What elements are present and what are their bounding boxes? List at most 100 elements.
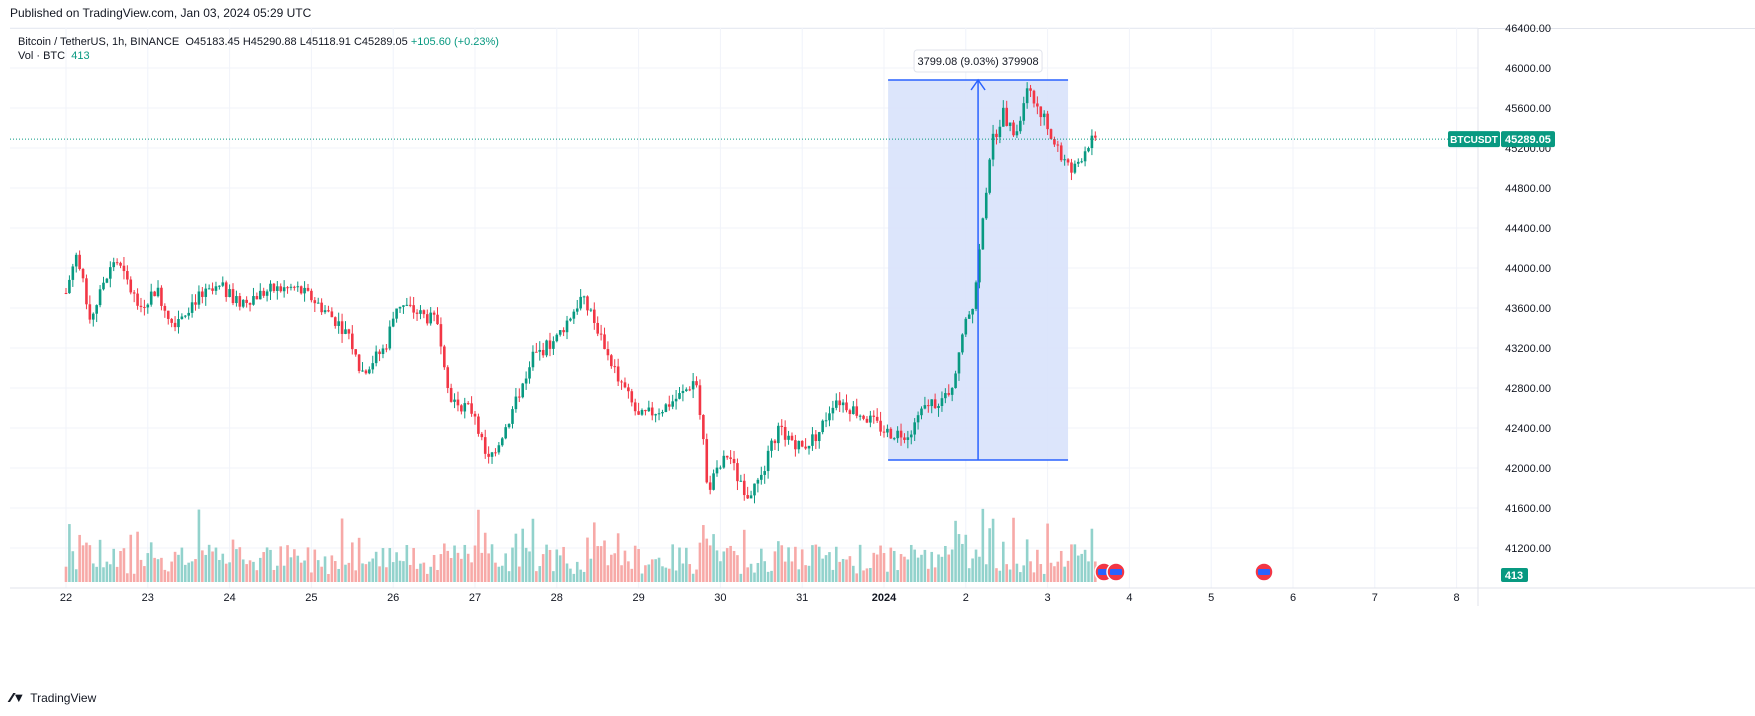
candle-body [419, 310, 422, 314]
candle-body [466, 403, 470, 405]
candle-body [408, 304, 412, 306]
symbol-tag-label: BTCUSDT [1450, 135, 1498, 146]
volume-bar [627, 561, 630, 582]
candle-body [606, 349, 610, 356]
candle-body [620, 381, 623, 383]
volume-bar [211, 551, 214, 582]
volume-bar [596, 546, 599, 582]
candle-body [139, 305, 143, 307]
volume-bar [739, 573, 743, 582]
volume-bar [644, 565, 647, 582]
candle-body [1012, 122, 1015, 136]
candle-body [197, 291, 201, 305]
candle-body [821, 420, 824, 433]
symbol-title: Bitcoin / TetherUS, 1h, BINANCE [18, 36, 180, 48]
candle-body [368, 369, 371, 374]
x-tick-label: 3 [1045, 592, 1051, 604]
candle-body [974, 282, 978, 309]
volume-bar [896, 570, 899, 582]
candle-body [1059, 145, 1063, 161]
candle-body [971, 308, 974, 315]
candle-body [923, 405, 927, 409]
x-tick-label: 7 [1372, 592, 1378, 604]
volume-bar [950, 549, 954, 582]
volume-bar [473, 545, 477, 582]
candle-body [429, 312, 432, 324]
candle-body [272, 283, 276, 291]
volume-bar [313, 549, 317, 582]
volume-bar [371, 558, 375, 582]
candle-body [1090, 135, 1094, 149]
volume-bar [303, 560, 306, 582]
volume-bar [354, 570, 358, 582]
candle-body [1019, 120, 1022, 132]
candle-body [650, 407, 654, 416]
candle-body [855, 406, 859, 416]
footer-brand: TradingView [30, 690, 97, 705]
volume-bar [119, 551, 122, 582]
volume-bar [1087, 561, 1090, 582]
candle-body [265, 291, 269, 296]
volume-bar [746, 567, 749, 582]
volume-bar [978, 556, 981, 582]
us-flag-stripe-icon [1258, 569, 1270, 575]
candle-body [1087, 148, 1090, 152]
candle-body [824, 420, 828, 422]
volume-bar [388, 548, 392, 582]
legend-high: H45290.88 [242, 36, 297, 48]
volume-bar [419, 563, 422, 582]
volume-bar [875, 554, 879, 582]
candle-body [361, 370, 364, 372]
candle-body [180, 316, 184, 320]
candle-body [903, 437, 906, 440]
candle-body [337, 321, 340, 326]
volume-bar [974, 549, 978, 582]
volume-bar [282, 565, 286, 582]
volume-bar [201, 550, 204, 582]
candle-body [1005, 107, 1008, 126]
candle-body [1015, 131, 1019, 136]
volume-bar [361, 563, 364, 582]
volume-bar [507, 571, 511, 582]
candle-body [258, 290, 262, 300]
volume-bar [511, 547, 514, 582]
candle-body [909, 434, 913, 438]
volume-bar [463, 544, 467, 582]
candle-body [613, 366, 617, 368]
volume-bar [610, 554, 613, 582]
volume-bar [487, 553, 490, 582]
volume-bar [954, 520, 957, 582]
volume-bar [224, 563, 228, 582]
candle-body [630, 391, 634, 403]
candle-body [558, 330, 562, 335]
volume-bar [1029, 561, 1032, 582]
y-tick-label: 44800.00 [1505, 183, 1551, 195]
candle-body [828, 413, 831, 421]
candle-body [306, 287, 310, 291]
volume-bar [736, 555, 739, 582]
volume-bar [957, 534, 961, 582]
candle-body [460, 405, 463, 412]
candle-body [330, 311, 334, 318]
candle-body [991, 133, 995, 160]
volume-bar [183, 564, 187, 582]
volume-bar [541, 554, 545, 582]
candle-body [299, 286, 303, 294]
candle-body [1046, 113, 1049, 130]
candle-body [511, 409, 514, 424]
candle-body [981, 218, 985, 250]
volume-bar [685, 547, 688, 582]
measure-arrow-head-icon [970, 78, 986, 91]
candle-body [950, 388, 954, 395]
candle-body [657, 413, 661, 415]
candle-body [1056, 144, 1060, 146]
volume-bar [405, 545, 409, 582]
volume-bar [228, 562, 231, 582]
volume-bar [286, 545, 289, 582]
volume-bar [797, 569, 801, 582]
candle-body [736, 463, 739, 482]
candle-body [364, 370, 368, 374]
candle-body [562, 330, 565, 333]
y-tick-label: 43200.00 [1505, 343, 1551, 355]
